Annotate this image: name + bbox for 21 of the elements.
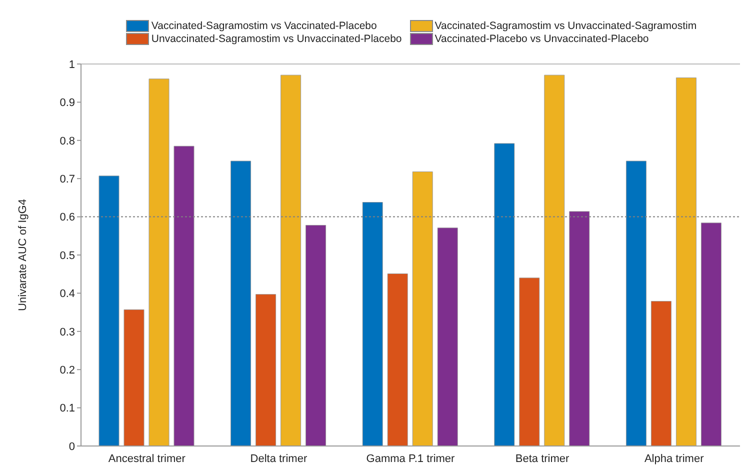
y-axis-title: Univarate AUC of IgG4	[16, 199, 29, 311]
y-tick-label: 0.2	[60, 364, 75, 377]
legend-label: Vaccinated-Sagramostim vs Vaccinated-Placebo	[150, 20, 378, 32]
legend-label: Unvaccinated-Sagramostim vs Unvaccinated-Placebo	[150, 33, 402, 45]
y-tick-label: 1	[68, 58, 75, 71]
y-tick-label: 0.9	[60, 97, 75, 110]
y-tick-label: 0.1	[60, 402, 75, 415]
x-tick-label: Alpha trimer	[644, 452, 704, 465]
legend-label: Vaccinated-Sagramostim vs Unvaccinated-Sagramostim	[434, 20, 697, 32]
x-tick-label: Ancestral trimer	[108, 452, 186, 465]
legend-label: Vaccinated-Placebo vs Unvaccinated-Placebo	[434, 33, 650, 45]
y-tick-label: 0.3	[60, 326, 75, 338]
x-tick-label: Delta trimer	[250, 452, 308, 465]
y-tick-label: 0.8	[60, 135, 75, 148]
y-tick-label: 0.4	[60, 288, 75, 300]
y-tick-label: 0	[68, 440, 75, 453]
x-tick-label: Beta trimer	[515, 452, 570, 465]
x-tick-label: Gamma P.1 trimer	[366, 452, 456, 465]
y-tick-label: 0.6	[60, 212, 75, 224]
y-tick-label: 0.7	[60, 174, 75, 186]
y-tick-label: 0.5	[60, 250, 75, 262]
